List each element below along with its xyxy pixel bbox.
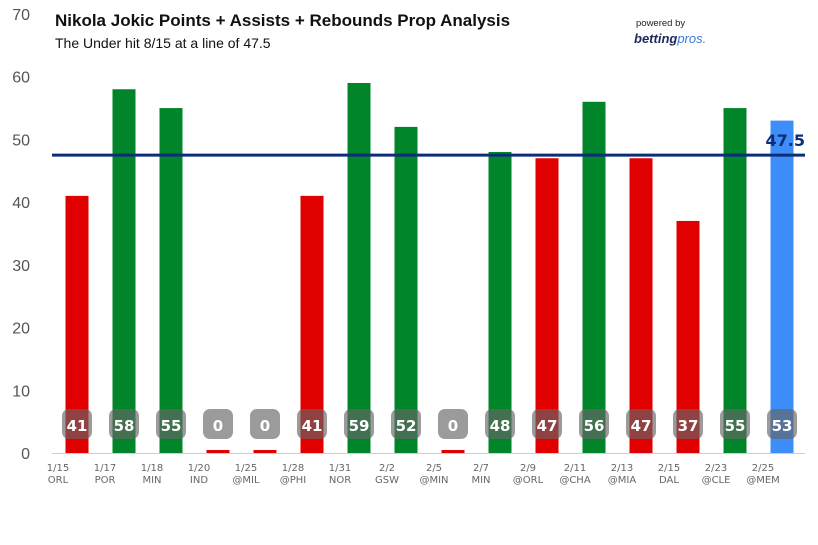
y-tick-label: 0 xyxy=(21,446,30,463)
data-label: 37 xyxy=(678,417,699,435)
data-label: 0 xyxy=(213,417,223,435)
y-tick-label: 60 xyxy=(12,70,30,87)
bar xyxy=(253,450,277,453)
bar xyxy=(159,108,183,454)
data-label-bg xyxy=(673,409,703,439)
x-tick-date: 2/15 xyxy=(658,463,680,474)
x-tick-date: 2/11 xyxy=(564,463,586,474)
data-label: 58 xyxy=(114,417,135,435)
data-label: 52 xyxy=(396,417,417,435)
brand-accent: pros. xyxy=(677,31,707,46)
x-tick-opponent: ORL xyxy=(48,475,69,486)
data-label: 41 xyxy=(302,417,323,435)
data-label-bg xyxy=(156,409,186,439)
bettingpros-logo: bettingpros. xyxy=(634,31,706,46)
x-tick-date: 1/17 xyxy=(94,463,116,474)
bar xyxy=(535,158,559,453)
data-label-bg xyxy=(297,409,327,439)
x-tick-opponent: IND xyxy=(190,475,208,486)
y-tick-label: 50 xyxy=(12,132,30,149)
bar xyxy=(441,450,465,453)
data-label-bg xyxy=(767,409,797,439)
x-tick-date: 2/23 xyxy=(705,463,727,474)
prop-line-label: 47.5 xyxy=(766,131,805,150)
x-tick-opponent: MIN xyxy=(471,475,490,486)
x-tick-date: 2/2 xyxy=(379,463,395,474)
bar xyxy=(629,158,653,453)
data-label: 41 xyxy=(67,417,88,435)
y-tick-label: 70 xyxy=(12,7,30,24)
bar xyxy=(65,195,89,453)
bar xyxy=(112,89,136,453)
bar xyxy=(206,450,230,453)
data-label-bg xyxy=(579,409,609,439)
x-tick-date: 2/9 xyxy=(520,463,536,474)
data-label-bg xyxy=(109,409,139,439)
x-tick-opponent: @MIN xyxy=(419,475,448,486)
data-label: 47 xyxy=(537,417,558,435)
data-label: 59 xyxy=(349,417,370,435)
x-tick-date: 1/25 xyxy=(235,463,257,474)
bar xyxy=(582,101,606,454)
data-label-bg xyxy=(62,409,92,439)
chart-subtitle: The Under hit 8/15 at a line of 47.5 xyxy=(55,35,271,51)
x-tick-opponent: @MIA xyxy=(608,475,637,486)
x-tick-opponent: @CHA xyxy=(559,475,591,486)
bar xyxy=(723,108,747,454)
y-tick-label: 30 xyxy=(12,258,30,275)
data-label: 48 xyxy=(490,417,511,435)
x-tick-opponent: GSW xyxy=(375,475,399,486)
x-tick-date: 2/13 xyxy=(611,463,633,474)
data-label: 55 xyxy=(161,417,182,435)
bar xyxy=(770,120,794,453)
x-tick-date: 1/28 xyxy=(282,463,304,474)
data-label: 0 xyxy=(260,417,270,435)
data-label-bg xyxy=(391,409,421,439)
x-tick-date: 1/20 xyxy=(188,463,210,474)
data-label-bg xyxy=(532,409,562,439)
x-tick-opponent: MIN xyxy=(142,475,161,486)
bar xyxy=(676,220,700,453)
bar xyxy=(394,126,418,453)
data-label-bg xyxy=(626,409,656,439)
data-label: 0 xyxy=(448,417,458,435)
x-tick-opponent: @MEM xyxy=(746,475,780,486)
x-tick-opponent: @ORL xyxy=(513,475,544,486)
data-label: 55 xyxy=(725,417,746,435)
data-label-bg xyxy=(485,409,515,439)
x-tick-date: 2/7 xyxy=(473,463,489,474)
data-label: 47 xyxy=(631,417,652,435)
x-tick-opponent: @CLE xyxy=(702,475,731,486)
x-tick-opponent: NOR xyxy=(329,475,351,486)
x-tick-opponent: POR xyxy=(95,475,116,486)
data-label: 53 xyxy=(772,417,793,435)
data-label-bg xyxy=(203,409,233,439)
powered-by-text: powered by xyxy=(636,18,686,29)
x-tick-date: 2/25 xyxy=(752,463,774,474)
x-tick-date: 1/15 xyxy=(47,463,69,474)
x-tick-date: 1/18 xyxy=(141,463,163,474)
data-label: 56 xyxy=(584,417,605,435)
chart-title: Nikola Jokic Points + Assists + Rebounds… xyxy=(55,11,511,30)
bar xyxy=(488,151,512,453)
data-label-bg xyxy=(438,409,468,439)
y-tick-label: 20 xyxy=(12,321,30,338)
brand-main: betting xyxy=(634,31,678,46)
y-tick-label: 10 xyxy=(12,383,30,400)
data-label-bg xyxy=(250,409,280,439)
x-tick-date: 1/31 xyxy=(329,463,351,474)
data-label-bg xyxy=(344,409,374,439)
y-tick-label: 40 xyxy=(12,195,30,212)
x-tick-opponent: @PHI xyxy=(280,475,307,486)
bar xyxy=(347,82,371,453)
x-tick-date: 2/5 xyxy=(426,463,442,474)
x-tick-opponent: @MIL xyxy=(232,475,260,486)
bar xyxy=(300,195,324,453)
x-tick-opponent: DAL xyxy=(659,475,679,486)
data-label-bg xyxy=(720,409,750,439)
